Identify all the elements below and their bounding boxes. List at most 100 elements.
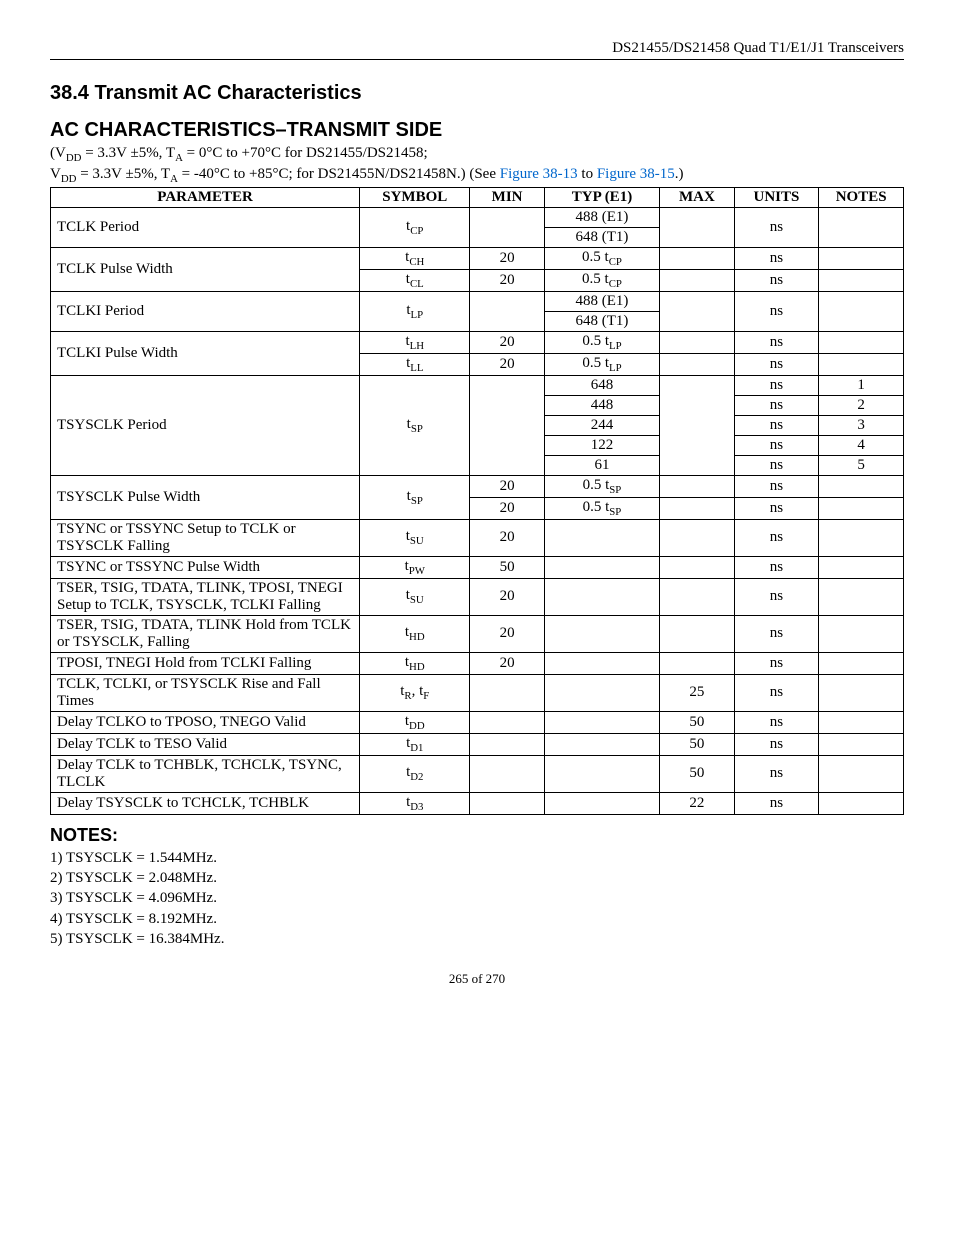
table-row: TCLK, TCLKI, or TSYSCLK Rise and Fall Ti… [51, 674, 904, 711]
table-row: TSER, TSIG, TDATA, TLINK, TPOSI, TNEGI S… [51, 578, 904, 615]
cell-symbol: tHD [360, 615, 470, 652]
text: = 0°C to +70°C for DS21455/DS21458; [183, 145, 428, 161]
cell-symbol: tCP [360, 207, 470, 247]
cell-symbol: tSU [360, 578, 470, 615]
figure-link-2[interactable]: Figure 38-15 [597, 166, 675, 182]
cell-param: TSER, TSIG, TDATA, TLINK, TPOSI, TNEGI S… [51, 578, 360, 615]
cell-max [660, 578, 734, 615]
cell-max: 25 [660, 674, 734, 711]
cell-notes [819, 674, 904, 711]
text: = 3.3V ±5%, T [81, 145, 175, 161]
cell-param: TCLKI Pulse Width [51, 331, 360, 375]
table-row: TCLKI Pulse Width tLH 20 0.5 tLP ns [51, 331, 904, 353]
cell-notes [819, 556, 904, 578]
cell-units: ns [734, 353, 819, 375]
cell-units: ns [734, 556, 819, 578]
cell-typ [544, 674, 659, 711]
cell-min: 20 [470, 353, 544, 375]
cell-param: Delay TCLK to TCHBLK, TCHCLK, TSYNC, TLC… [51, 755, 360, 792]
cell-typ [544, 615, 659, 652]
cell-max [660, 615, 734, 652]
cell-min [470, 415, 544, 435]
cell-max [660, 652, 734, 674]
cell-param: TCLK, TCLKI, or TSYSCLK Rise and Fall Ti… [51, 674, 360, 711]
cell-notes: 2 [819, 395, 904, 415]
cell-notes [819, 247, 904, 269]
section-title: 38.4 Transmit AC Characteristics [50, 82, 904, 105]
cell-units: ns [734, 711, 819, 733]
cell-symbol: tCH [360, 247, 470, 269]
cell-notes: 1 [819, 375, 904, 395]
cell-units: ns [734, 207, 819, 247]
cell-notes [819, 519, 904, 556]
cell-symbol: tSP [360, 375, 470, 475]
cell-param: TSYSCLK Pulse Width [51, 475, 360, 519]
cell-min: 20 [470, 475, 544, 497]
cell-units: ns [734, 455, 819, 475]
table-row: TCLK Period tCP 488 (E1) ns [51, 207, 904, 227]
cell-param: TSYSCLK Period [51, 375, 360, 475]
cell-symbol: tPW [360, 556, 470, 578]
table-row: Delay TCLK to TCHBLK, TCHCLK, TSYNC, TLC… [51, 755, 904, 792]
cell-typ: 648 [544, 375, 659, 395]
cell-max: 50 [660, 711, 734, 733]
table-row: Delay TCLK to TESO Valid tD1 50 ns [51, 733, 904, 755]
cell-notes: 4 [819, 435, 904, 455]
col-typ: TYP (E1) [544, 187, 659, 207]
cell-units: ns [734, 435, 819, 455]
cell-typ: 648 (T1) [544, 227, 659, 247]
condition-line-1: (VDD = 3.3V ±5%, TA = 0°C to +70°C for D… [50, 144, 904, 165]
text: = -40°C to +85°C; for DS21455N/DS21458N.… [178, 166, 500, 182]
cell-max [660, 435, 734, 455]
cell-symbol: tCL [360, 269, 470, 291]
table-row: TCLK Pulse Width tCH 20 0.5 tCP ns [51, 247, 904, 269]
cell-typ: 244 [544, 415, 659, 435]
cell-param: TPOSI, TNEGI Hold from TCLKI Falling [51, 652, 360, 674]
cell-units: ns [734, 375, 819, 395]
cell-notes: 3 [819, 415, 904, 435]
cell-typ [544, 733, 659, 755]
table-row: TSER, TSIG, TDATA, TLINK Hold from TCLK … [51, 615, 904, 652]
col-parameter: PARAMETER [51, 187, 360, 207]
cell-max [660, 455, 734, 475]
cell-typ: 0.5 tCP [544, 269, 659, 291]
cell-units: ns [734, 395, 819, 415]
cell-max [660, 247, 734, 269]
cell-units: ns [734, 792, 819, 814]
cell-param: TSYNC or TSSYNC Setup to TCLK or TSYSCLK… [51, 519, 360, 556]
cell-notes [819, 207, 904, 227]
cell-typ: 488 (E1) [544, 207, 659, 227]
table-row: TSYNC or TSSYNC Setup to TCLK or TSYSCLK… [51, 519, 904, 556]
text: (V [50, 145, 66, 161]
page-footer: 265 of 270 [50, 971, 904, 987]
note-item: 5) TSYSCLK = 16.384MHz. [50, 929, 904, 949]
cell-notes [819, 475, 904, 497]
col-min: MIN [470, 187, 544, 207]
cell-units: ns [734, 578, 819, 615]
cell-units: ns [734, 415, 819, 435]
cell-symbol: tHD [360, 652, 470, 674]
note-item: 3) TSYSCLK = 4.096MHz. [50, 888, 904, 908]
cell-units: ns [734, 652, 819, 674]
table-row: TSYNC or TSSYNC Pulse Width tPW 50 ns [51, 556, 904, 578]
figure-link-1[interactable]: Figure 38-13 [500, 166, 578, 182]
cell-min [470, 395, 544, 415]
characteristics-table: PARAMETER SYMBOL MIN TYP (E1) MAX UNITS … [50, 187, 904, 815]
cell-symbol: tDD [360, 711, 470, 733]
cell-param: TSYNC or TSSYNC Pulse Width [51, 556, 360, 578]
cell-max: 22 [660, 792, 734, 814]
sub-dd: DD [66, 152, 82, 164]
note-item: 1) TSYSCLK = 1.544MHz. [50, 848, 904, 868]
sub-dd: DD [61, 173, 77, 185]
cell-notes [819, 353, 904, 375]
cell-notes [819, 227, 904, 247]
cell-min [470, 435, 544, 455]
cell-typ [544, 519, 659, 556]
cell-typ: 648 (T1) [544, 311, 659, 331]
cell-max: 50 [660, 755, 734, 792]
cell-param: TCLKI Period [51, 291, 360, 331]
text: V [50, 166, 61, 182]
cell-notes [819, 652, 904, 674]
cell-max [660, 497, 734, 519]
cell-typ: 122 [544, 435, 659, 455]
